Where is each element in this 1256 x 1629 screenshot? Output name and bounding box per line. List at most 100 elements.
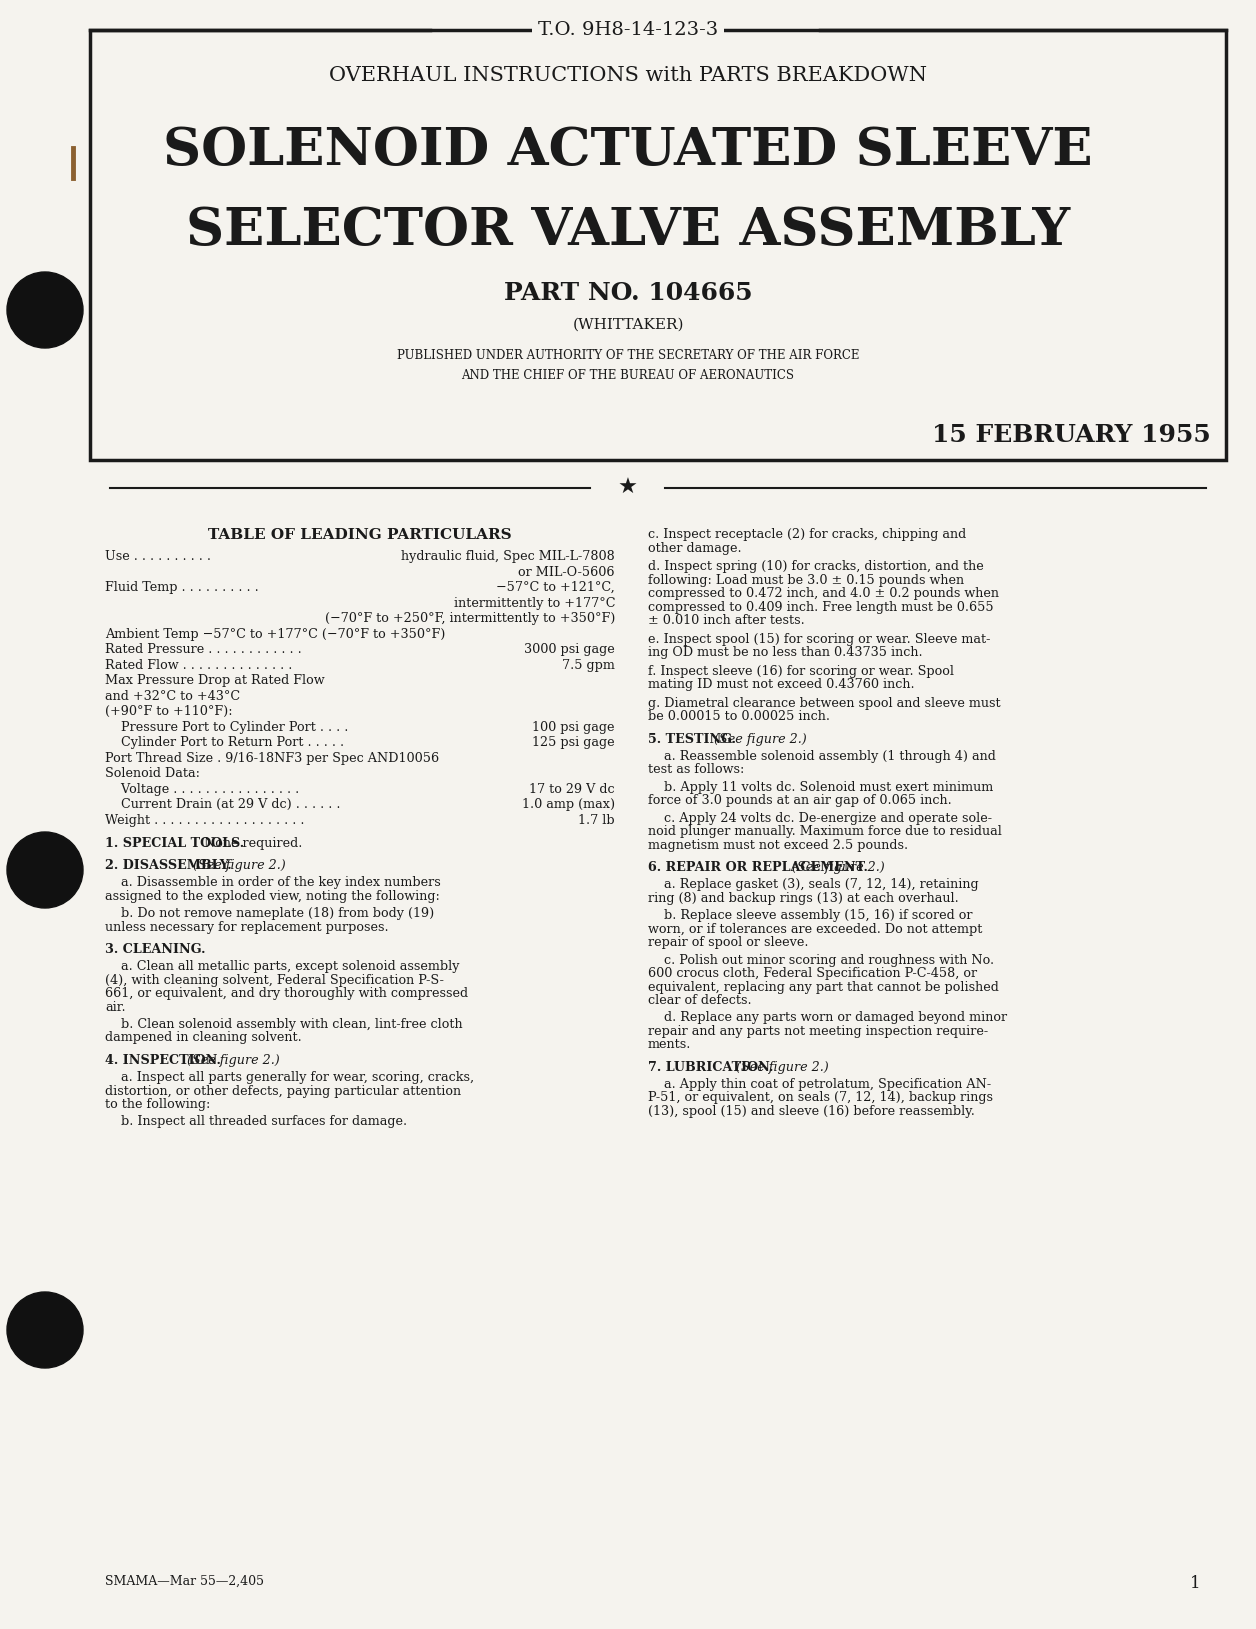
Text: 2. DISASSEMBLY.: 2. DISASSEMBLY. [106,858,231,872]
Text: 5. TESTING.: 5. TESTING. [648,733,736,746]
Text: PART NO. 104665: PART NO. 104665 [504,280,752,305]
Text: be 0.00015 to 0.00025 inch.: be 0.00015 to 0.00025 inch. [648,710,830,723]
Text: f. Inspect sleeve (16) for scoring or wear. Spool: f. Inspect sleeve (16) for scoring or we… [648,665,955,678]
Text: 7.5 gpm: 7.5 gpm [563,658,615,671]
Text: a. Replace gasket (3), seals (7, 12, 14), retaining: a. Replace gasket (3), seals (7, 12, 14)… [648,878,978,891]
Text: noid plunger manually. Maximum force due to residual: noid plunger manually. Maximum force due… [648,824,1002,837]
Text: air.: air. [106,1000,126,1013]
Text: (See figure 2.): (See figure 2.) [183,1054,280,1067]
Text: e. Inspect spool (15) for scoring or wear. Sleeve mat-: e. Inspect spool (15) for scoring or wea… [648,632,991,645]
Text: Ambient Temp −57°C to +177°C (−70°F to +350°F): Ambient Temp −57°C to +177°C (−70°F to +… [106,627,446,640]
Text: (+90°F to +110°F):: (+90°F to +110°F): [106,705,232,718]
Text: repair and any parts not meeting inspection require-: repair and any parts not meeting inspect… [648,1025,988,1038]
Text: ing OD must be no less than 0.43735 inch.: ing OD must be no less than 0.43735 inch… [648,647,923,660]
Bar [90,29,1226,459]
Text: b. Replace sleeve assembly (15, 16) if scored or: b. Replace sleeve assembly (15, 16) if s… [648,909,972,922]
Text: 3000 psi gage: 3000 psi gage [524,643,615,656]
Text: P-51, or equivalent, on seals (7, 12, 14), backup rings: P-51, or equivalent, on seals (7, 12, 14… [648,1091,993,1104]
Text: SELECTOR VALVE ASSEMBLY: SELECTOR VALVE ASSEMBLY [186,205,1070,256]
Text: d. Inspect spring (10) for cracks, distortion, and the: d. Inspect spring (10) for cracks, disto… [648,560,983,573]
Text: 1: 1 [1191,1575,1201,1592]
Text: a. Disassemble in order of the key index numbers: a. Disassemble in order of the key index… [106,876,441,889]
Text: 15 FEBRUARY 1955: 15 FEBRUARY 1955 [932,424,1211,446]
Text: Port Thread Size . 9/16-18NF3 per Spec AND10056: Port Thread Size . 9/16-18NF3 per Spec A… [106,751,440,764]
Text: 661, or equivalent, and dry thoroughly with compressed: 661, or equivalent, and dry thoroughly w… [106,987,468,1000]
Text: or MIL-O-5606: or MIL-O-5606 [502,565,615,578]
Text: −57°C to +121°C,: −57°C to +121°C, [496,582,615,595]
Text: b. Clean solenoid assembly with clean, lint-free cloth: b. Clean solenoid assembly with clean, l… [106,1018,462,1031]
Text: c. Inspect receptacle (2) for cracks, chipping and: c. Inspect receptacle (2) for cracks, ch… [648,528,966,541]
Text: b. Do not remove nameplate (18) from body (19): b. Do not remove nameplate (18) from bod… [106,907,435,920]
Text: Rated Pressure . . . . . . . . . . . .: Rated Pressure . . . . . . . . . . . . [106,643,301,656]
Text: dampened in cleaning solvent.: dampened in cleaning solvent. [106,1031,301,1044]
Text: None required.: None required. [200,837,303,850]
Text: c. Polish out minor scoring and roughness with No.: c. Polish out minor scoring and roughnes… [648,953,995,966]
Text: ★: ★ [618,477,638,498]
Text: (See figure 2.): (See figure 2.) [710,733,806,746]
Text: Max Pressure Drop at Rated Flow: Max Pressure Drop at Rated Flow [106,674,324,687]
Text: Voltage . . . . . . . . . . . . . . . .: Voltage . . . . . . . . . . . . . . . . [106,782,299,795]
Text: (13), spool (15) and sleeve (16) before reassembly.: (13), spool (15) and sleeve (16) before … [648,1104,975,1117]
Text: Solenoid Data:: Solenoid Data: [106,767,200,780]
Text: TABLE OF LEADING PARTICULARS: TABLE OF LEADING PARTICULARS [208,528,511,542]
Text: ± 0.010 inch after tests.: ± 0.010 inch after tests. [648,614,805,627]
Text: 6. REPAIR OR REPLACEMENT.: 6. REPAIR OR REPLACEMENT. [648,862,868,875]
Text: Rated Flow . . . . . . . . . . . . . .: Rated Flow . . . . . . . . . . . . . . [106,658,293,671]
Text: ments.: ments. [648,1039,691,1051]
Text: (WHITTAKER): (WHITTAKER) [573,318,683,332]
Circle shape [8,1292,83,1368]
Text: repair of spool or sleeve.: repair of spool or sleeve. [648,937,809,950]
Text: other damage.: other damage. [648,541,741,554]
Text: T.O. 9H8-14-123-3: T.O. 9H8-14-123-3 [538,21,718,39]
Text: following: Load must be 3.0 ± 0.15 pounds when: following: Load must be 3.0 ± 0.15 pound… [648,573,965,586]
Text: 1.7 lb: 1.7 lb [578,813,615,826]
Text: (See figure 2.): (See figure 2.) [732,1060,829,1074]
Circle shape [8,272,83,349]
Text: (4), with cleaning solvent, Federal Specification P-S-: (4), with cleaning solvent, Federal Spec… [106,974,443,987]
Text: Current Drain (at 29 V dc) . . . . . .: Current Drain (at 29 V dc) . . . . . . [106,798,340,811]
Text: force of 3.0 pounds at an air gap of 0.065 inch.: force of 3.0 pounds at an air gap of 0.0… [648,793,952,806]
Text: 1.0 amp (max): 1.0 amp (max) [522,798,615,811]
Text: hydraulic fluid, Spec MIL-L-7808: hydraulic fluid, Spec MIL-L-7808 [401,551,615,564]
Text: Cylinder Port to Return Port . . . . .: Cylinder Port to Return Port . . . . . [106,736,344,749]
Text: mating ID must not exceed 0.43760 inch.: mating ID must not exceed 0.43760 inch. [648,678,914,691]
Circle shape [8,832,83,907]
Text: test as follows:: test as follows: [648,762,745,775]
Text: intermittently to +177°C: intermittently to +177°C [437,596,615,609]
Text: 600 crocus cloth, Federal Specification P-C-458, or: 600 crocus cloth, Federal Specification … [648,968,977,981]
Text: a. Apply thin coat of petrolatum, Specification AN-: a. Apply thin coat of petrolatum, Specif… [648,1078,991,1091]
Text: a. Clean all metallic parts, except solenoid assembly: a. Clean all metallic parts, except sole… [106,959,460,973]
Text: b. Apply 11 volts dc. Solenoid must exert minimum: b. Apply 11 volts dc. Solenoid must exer… [648,780,993,793]
Text: 125 psi gage: 125 psi gage [533,736,615,749]
Text: to the following:: to the following: [106,1098,210,1111]
Text: magnetism must not exceed 2.5 pounds.: magnetism must not exceed 2.5 pounds. [648,839,908,852]
Text: OVERHAUL INSTRUCTIONS with PARTS BREAKDOWN: OVERHAUL INSTRUCTIONS with PARTS BREAKDO… [329,65,927,85]
Text: (See figure 2.): (See figure 2.) [188,858,286,872]
Text: 3. CLEANING.: 3. CLEANING. [106,943,206,956]
Text: b. Inspect all threaded surfaces for damage.: b. Inspect all threaded surfaces for dam… [106,1116,407,1129]
Text: compressed to 0.409 inch. Free length must be 0.655: compressed to 0.409 inch. Free length mu… [648,601,993,614]
Text: clear of defects.: clear of defects. [648,994,751,1007]
Text: ring (8) and backup rings (13) at each overhaul.: ring (8) and backup rings (13) at each o… [648,891,958,904]
Text: Fluid Temp . . . . . . . . . .: Fluid Temp . . . . . . . . . . [106,582,259,595]
Text: equivalent, replacing any part that cannot be polished: equivalent, replacing any part that cann… [648,981,999,994]
Text: AND THE CHIEF OF THE BUREAU OF AERONAUTICS: AND THE CHIEF OF THE BUREAU OF AERONAUTI… [461,368,795,381]
Text: 4. INSPECTION.: 4. INSPECTION. [106,1054,221,1067]
Text: compressed to 0.472 inch, and 4.0 ± 0.2 pounds when: compressed to 0.472 inch, and 4.0 ± 0.2 … [648,586,999,599]
Text: d. Replace any parts worn or damaged beyond minor: d. Replace any parts worn or damaged bey… [648,1012,1007,1025]
Text: Pressure Port to Cylinder Port . . . .: Pressure Port to Cylinder Port . . . . [106,720,348,733]
Text: SMAMA—Mar 55—2,405: SMAMA—Mar 55—2,405 [106,1575,264,1588]
Text: assigned to the exploded view, noting the following:: assigned to the exploded view, noting th… [106,889,440,902]
Text: g. Diametral clearance between spool and sleeve must: g. Diametral clearance between spool and… [648,697,1001,710]
Text: (See figure 2.): (See figure 2.) [788,862,884,875]
Text: Use . . . . . . . . . .: Use . . . . . . . . . . [106,551,211,564]
Text: 17 to 29 V dc: 17 to 29 V dc [529,782,615,795]
Text: distortion, or other defects, paying particular attention: distortion, or other defects, paying par… [106,1085,461,1098]
Text: c. Apply 24 volts dc. De-energize and operate sole-: c. Apply 24 volts dc. De-energize and op… [648,811,992,824]
Text: and +32°C to +43°C: and +32°C to +43°C [106,689,240,702]
Text: (−70°F to +250°F, intermittently to +350°F): (−70°F to +250°F, intermittently to +350… [309,613,615,626]
Text: worn, or if tolerances are exceeded. Do not attempt: worn, or if tolerances are exceeded. Do … [648,922,982,935]
Text: Weight . . . . . . . . . . . . . . . . . . .: Weight . . . . . . . . . . . . . . . . .… [106,813,304,826]
Text: PUBLISHED UNDER AUTHORITY OF THE SECRETARY OF THE AIR FORCE: PUBLISHED UNDER AUTHORITY OF THE SECRETA… [397,349,859,362]
Text: unless necessary for replacement purposes.: unless necessary for replacement purpose… [106,920,388,933]
